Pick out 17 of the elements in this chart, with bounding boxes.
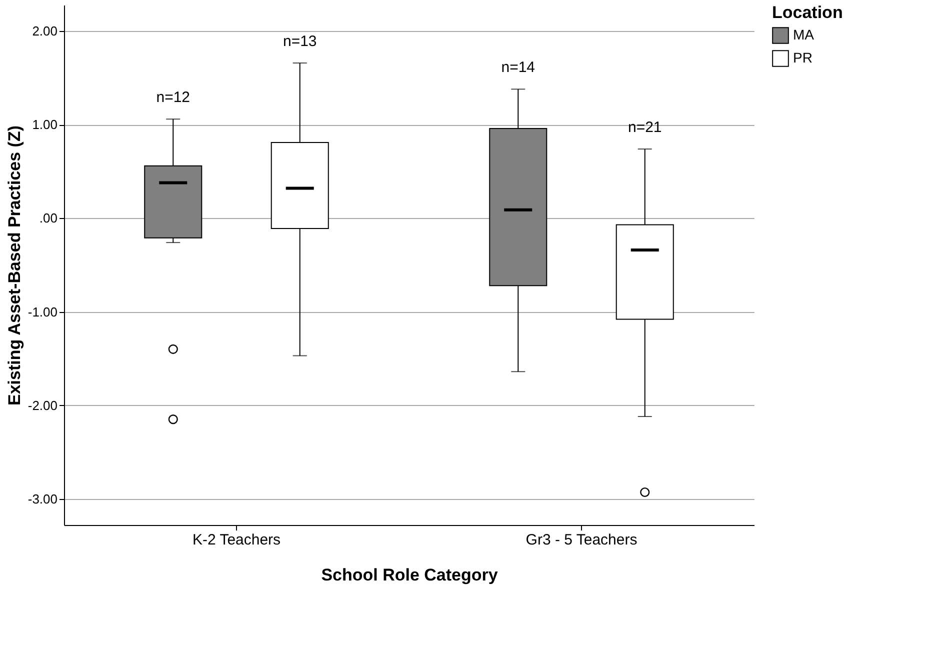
y-tick-label: 2.00 bbox=[32, 24, 58, 39]
annotation: n=21 bbox=[628, 119, 662, 136]
legend-label: MA bbox=[793, 26, 815, 42]
y-tick-label: 1.00 bbox=[32, 117, 58, 132]
y-tick-label: .00 bbox=[39, 210, 58, 226]
x-tick-label: Gr3 - 5 Teachers bbox=[526, 532, 638, 548]
x-tick-label: K-2 Teachers bbox=[192, 532, 281, 548]
x-axis-title: School Role Category bbox=[321, 566, 498, 584]
annotation: n=12 bbox=[156, 89, 190, 106]
annotation: n=14 bbox=[501, 59, 536, 76]
legend-title: Location bbox=[772, 3, 843, 22]
y-axis-title: Existing Asset-Based Practices (Z) bbox=[4, 126, 24, 406]
annotation: n=13 bbox=[282, 32, 317, 50]
y-tick-label: -1.00 bbox=[28, 304, 58, 320]
legend-label: PR bbox=[793, 50, 812, 66]
y-tick-label: -2.00 bbox=[28, 398, 58, 413]
y-tick-label: -3.00 bbox=[28, 491, 58, 506]
